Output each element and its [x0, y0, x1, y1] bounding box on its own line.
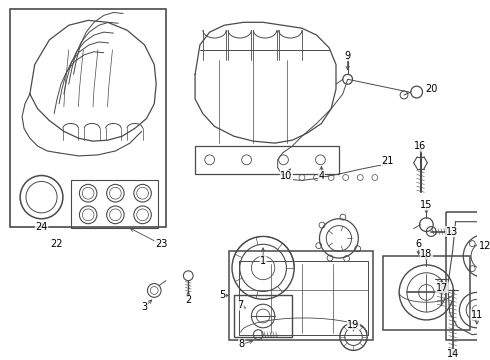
Bar: [71, 180, 158, 228]
Text: 22: 22: [50, 239, 62, 249]
Text: 9: 9: [344, 51, 351, 61]
Text: 15: 15: [420, 200, 433, 210]
Text: 2: 2: [185, 295, 192, 305]
Bar: [229, 251, 373, 339]
Text: 7: 7: [238, 300, 244, 310]
Bar: [383, 256, 470, 330]
Text: 10: 10: [280, 171, 293, 180]
Text: 1: 1: [260, 256, 266, 266]
Bar: [195, 146, 339, 174]
Text: 3: 3: [142, 302, 147, 312]
Bar: [234, 295, 292, 337]
Text: 13: 13: [445, 226, 458, 237]
Text: 20: 20: [425, 84, 438, 94]
Text: 11: 11: [471, 310, 483, 320]
Text: 4: 4: [318, 171, 324, 180]
Text: 6: 6: [416, 239, 422, 249]
Text: 8: 8: [239, 339, 245, 350]
Text: 19: 19: [347, 320, 360, 330]
Text: 24: 24: [35, 222, 48, 231]
Text: 5: 5: [219, 291, 225, 300]
Text: 23: 23: [155, 239, 167, 249]
Text: 12: 12: [479, 241, 490, 251]
Text: 17: 17: [436, 283, 448, 293]
Text: 16: 16: [415, 141, 427, 151]
Text: 21: 21: [381, 156, 393, 166]
Text: 14: 14: [446, 349, 459, 359]
Bar: [10, 9, 166, 226]
Text: 18: 18: [420, 249, 433, 259]
Bar: [446, 212, 490, 339]
